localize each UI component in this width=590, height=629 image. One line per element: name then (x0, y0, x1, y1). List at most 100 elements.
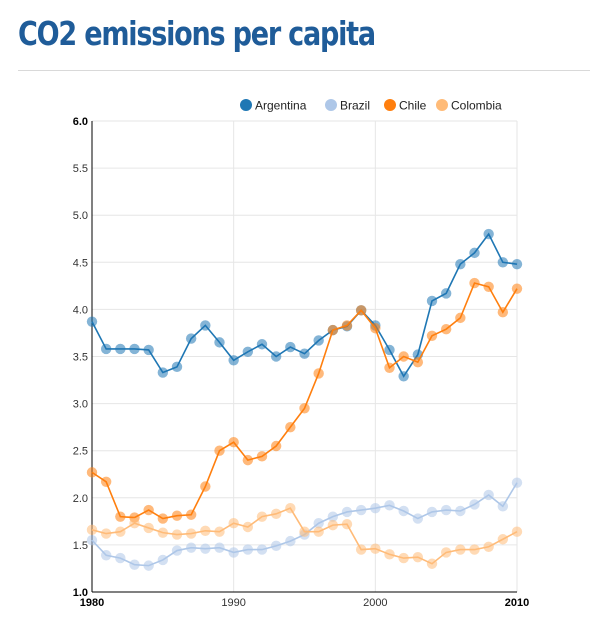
data-point-chile[interactable] (214, 445, 225, 456)
data-point-colombia[interactable] (285, 502, 296, 514)
data-point-chile[interactable] (412, 356, 424, 368)
data-point-chile[interactable] (185, 509, 197, 520)
data-point-argentina[interactable] (497, 257, 509, 268)
data-point-argentina[interactable] (256, 339, 268, 350)
data-point-colombia[interactable] (143, 522, 154, 534)
data-point-brazil[interactable] (129, 559, 140, 570)
data-point-colombia[interactable] (469, 544, 480, 555)
legend-item-brazil[interactable]: Brazil (325, 99, 370, 113)
data-point-chile[interactable] (398, 351, 409, 362)
data-point-chile[interactable] (285, 421, 296, 433)
data-point-colombia[interactable] (370, 543, 381, 554)
data-point-colombia[interactable] (214, 526, 225, 537)
data-point-chile[interactable] (157, 513, 169, 524)
data-point-chile[interactable] (313, 368, 324, 379)
data-point-brazil[interactable] (384, 500, 395, 511)
data-point-colombia[interactable] (497, 534, 509, 545)
data-point-argentina[interactable] (469, 247, 480, 259)
data-point-colombia[interactable] (228, 518, 239, 529)
data-point-brazil[interactable] (100, 550, 112, 561)
data-point-colombia[interactable] (384, 549, 395, 560)
data-point-chile[interactable] (299, 403, 310, 414)
data-point-chile[interactable] (242, 454, 254, 466)
data-point-chile[interactable] (440, 323, 452, 335)
data-point-colombia[interactable] (440, 547, 452, 558)
data-point-colombia[interactable] (86, 524, 98, 536)
data-point-argentina[interactable] (299, 348, 310, 359)
data-point-argentina[interactable] (398, 371, 409, 382)
legend-item-chile[interactable]: Chile (384, 99, 427, 113)
data-point-chile[interactable] (115, 511, 126, 522)
data-point-argentina[interactable] (511, 258, 523, 270)
data-point-argentina[interactable] (455, 258, 466, 270)
data-point-brazil[interactable] (256, 544, 268, 555)
data-point-chile[interactable] (370, 323, 381, 334)
data-point-brazil[interactable] (341, 506, 353, 518)
data-point-colombia[interactable] (171, 529, 183, 540)
data-point-argentina[interactable] (157, 367, 169, 378)
data-point-brazil[interactable] (440, 504, 452, 516)
data-point-chile[interactable] (86, 467, 98, 478)
data-point-argentina[interactable] (129, 343, 140, 355)
data-point-brazil[interactable] (455, 505, 466, 517)
data-point-brazil[interactable] (157, 554, 169, 566)
data-point-brazil[interactable] (483, 489, 494, 501)
data-point-argentina[interactable] (440, 288, 452, 299)
data-point-brazil[interactable] (200, 543, 211, 554)
data-point-chile[interactable] (455, 312, 466, 324)
data-point-colombia[interactable] (327, 519, 339, 531)
data-point-chile[interactable] (469, 277, 480, 289)
data-point-colombia[interactable] (115, 526, 126, 537)
data-point-argentina[interactable] (100, 343, 112, 355)
data-point-brazil[interactable] (143, 560, 154, 571)
data-point-brazil[interactable] (469, 499, 480, 510)
data-point-brazil[interactable] (497, 501, 509, 512)
data-point-argentina[interactable] (426, 295, 438, 307)
data-point-colombia[interactable] (313, 526, 324, 537)
data-point-chile[interactable] (143, 504, 154, 516)
data-point-argentina[interactable] (270, 351, 282, 362)
data-point-chile[interactable] (327, 324, 339, 336)
data-point-colombia[interactable] (157, 527, 169, 538)
data-point-brazil[interactable] (511, 477, 523, 488)
data-point-chile[interactable] (426, 330, 438, 341)
data-point-colombia[interactable] (256, 511, 268, 522)
data-point-colombia[interactable] (341, 518, 353, 530)
data-point-argentina[interactable] (384, 344, 395, 356)
data-point-argentina[interactable] (115, 343, 126, 355)
data-point-brazil[interactable] (115, 552, 126, 564)
data-point-brazil[interactable] (228, 547, 239, 558)
data-point-brazil[interactable] (86, 534, 98, 546)
data-point-colombia[interactable] (511, 526, 523, 537)
data-point-argentina[interactable] (171, 361, 183, 373)
data-point-argentina[interactable] (228, 355, 239, 366)
data-point-chile[interactable] (256, 451, 268, 462)
data-point-colombia[interactable] (483, 541, 494, 552)
data-point-argentina[interactable] (200, 320, 211, 331)
data-point-argentina[interactable] (143, 344, 154, 356)
data-point-colombia[interactable] (200, 525, 211, 536)
data-point-argentina[interactable] (483, 228, 494, 240)
legend-item-argentina[interactable]: Argentina (240, 99, 307, 113)
data-point-brazil[interactable] (242, 544, 254, 555)
data-point-brazil[interactable] (214, 542, 225, 553)
data-point-brazil[interactable] (327, 511, 339, 522)
data-point-chile[interactable] (171, 510, 183, 521)
data-point-brazil[interactable] (412, 513, 424, 524)
data-point-chile[interactable] (341, 320, 353, 331)
data-point-brazil[interactable] (185, 542, 197, 553)
data-point-argentina[interactable] (86, 316, 98, 327)
data-point-colombia[interactable] (242, 521, 254, 533)
data-point-chile[interactable] (355, 305, 367, 316)
data-point-argentina[interactable] (285, 341, 296, 353)
data-point-brazil[interactable] (171, 545, 183, 556)
data-point-colombia[interactable] (270, 508, 282, 520)
data-point-chile[interactable] (511, 283, 523, 294)
data-point-brazil[interactable] (313, 518, 324, 529)
data-point-chile[interactable] (200, 481, 211, 492)
data-point-brazil[interactable] (426, 506, 438, 518)
data-point-argentina[interactable] (313, 335, 324, 346)
data-point-chile[interactable] (100, 476, 112, 487)
data-point-chile[interactable] (270, 440, 282, 452)
data-point-argentina[interactable] (214, 337, 225, 348)
